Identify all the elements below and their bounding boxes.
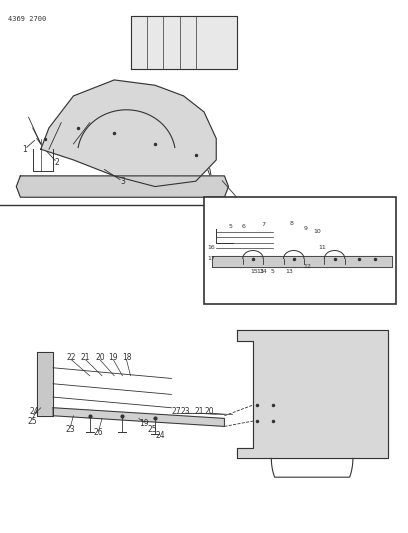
Text: 24: 24 xyxy=(29,407,39,416)
Polygon shape xyxy=(237,330,388,458)
Polygon shape xyxy=(53,408,224,426)
Text: 1: 1 xyxy=(22,145,27,154)
Text: 11: 11 xyxy=(319,245,326,251)
Polygon shape xyxy=(16,176,228,197)
Text: 23: 23 xyxy=(65,425,75,433)
Text: 22: 22 xyxy=(67,353,76,361)
Polygon shape xyxy=(41,80,216,187)
Text: 21: 21 xyxy=(81,353,91,361)
Text: 5: 5 xyxy=(271,269,275,274)
Text: 13: 13 xyxy=(256,269,264,274)
Text: 8: 8 xyxy=(290,221,294,227)
Text: 5: 5 xyxy=(228,224,232,229)
Polygon shape xyxy=(212,256,392,266)
Text: 17: 17 xyxy=(207,256,215,261)
Text: 4369 2700: 4369 2700 xyxy=(8,16,47,22)
Text: 9: 9 xyxy=(303,225,307,231)
Text: 20: 20 xyxy=(204,407,214,416)
Text: 6: 6 xyxy=(242,224,246,229)
Polygon shape xyxy=(37,352,53,416)
Bar xyxy=(204,197,396,304)
Text: 19: 19 xyxy=(139,419,149,428)
Text: 3: 3 xyxy=(120,177,125,185)
Text: 20: 20 xyxy=(95,353,105,361)
Text: 23: 23 xyxy=(181,407,191,416)
Text: 25: 25 xyxy=(147,425,157,433)
Text: 27: 27 xyxy=(171,407,181,416)
Text: 25: 25 xyxy=(28,417,38,425)
Text: 10: 10 xyxy=(314,229,321,235)
Text: 16: 16 xyxy=(208,245,215,251)
Text: 24: 24 xyxy=(155,431,165,440)
Text: 12: 12 xyxy=(304,264,312,269)
Text: 15: 15 xyxy=(250,269,257,274)
Text: 2: 2 xyxy=(55,158,60,167)
Text: 19: 19 xyxy=(109,353,118,361)
Text: 14: 14 xyxy=(259,269,267,274)
Text: 13: 13 xyxy=(286,269,294,274)
Text: 18: 18 xyxy=(122,353,131,361)
Text: 26: 26 xyxy=(94,429,104,437)
Text: 7: 7 xyxy=(261,222,265,228)
Polygon shape xyxy=(131,16,237,69)
Text: 4: 4 xyxy=(251,212,255,220)
Text: 21: 21 xyxy=(194,407,204,416)
